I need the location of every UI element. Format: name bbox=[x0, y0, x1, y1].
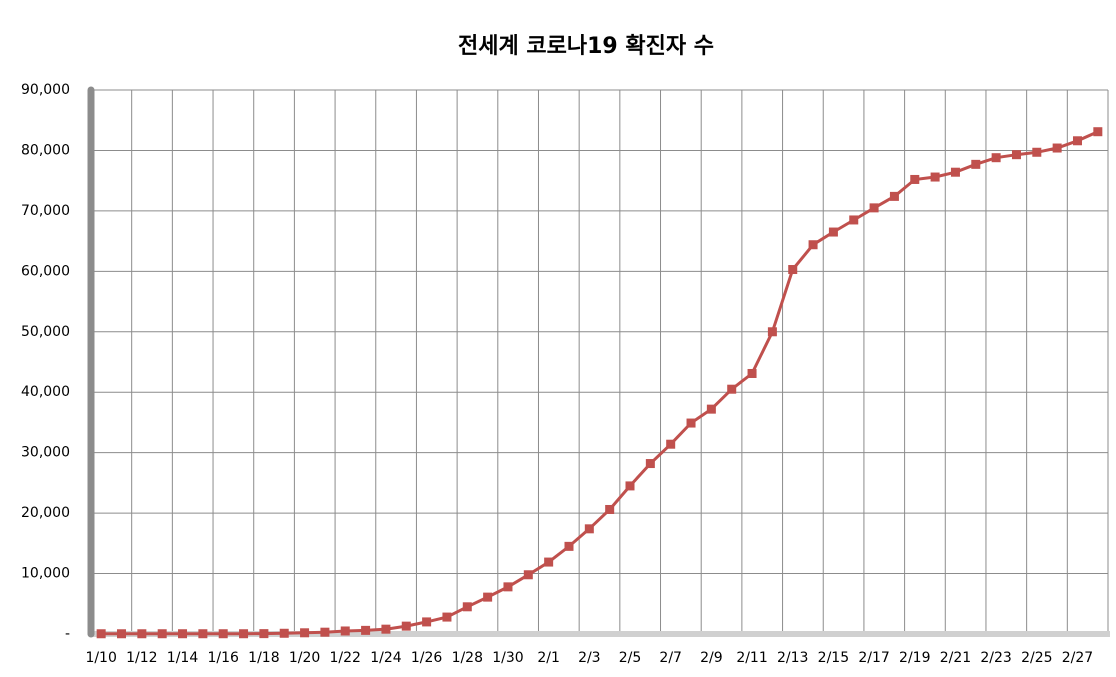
x-tick-label: 1/26 bbox=[411, 650, 443, 666]
data-point bbox=[727, 384, 737, 394]
y-tick-label: 40,000 bbox=[21, 384, 70, 400]
data-point bbox=[666, 439, 676, 449]
x-tick-label: 2/5 bbox=[619, 650, 642, 666]
x-tick-label: 1/18 bbox=[248, 650, 279, 666]
data-point bbox=[442, 612, 452, 622]
data-point bbox=[1052, 143, 1062, 153]
data-point bbox=[1072, 136, 1082, 146]
x-tick-label: 1/10 bbox=[85, 650, 116, 666]
x-tick-label: 1/22 bbox=[330, 650, 361, 666]
data-point bbox=[645, 459, 655, 469]
data-point bbox=[706, 404, 716, 414]
x-tick-label: 2/17 bbox=[858, 650, 889, 666]
data-point bbox=[218, 629, 228, 639]
y-tick-label: 90,000 bbox=[21, 82, 70, 98]
data-point bbox=[686, 418, 696, 428]
data-point bbox=[361, 625, 371, 635]
x-tick-label: 2/3 bbox=[578, 650, 601, 666]
data-point bbox=[1093, 127, 1103, 137]
data-point bbox=[239, 629, 249, 639]
x-tick-label: 2/19 bbox=[899, 650, 930, 666]
data-point bbox=[971, 159, 981, 169]
data-point bbox=[910, 174, 920, 184]
data-point bbox=[96, 629, 106, 639]
series-line bbox=[101, 130, 1099, 636]
data-point bbox=[381, 624, 391, 634]
data-point bbox=[300, 628, 310, 638]
chart-title: 전세계 코로나19 확진자 수 bbox=[458, 34, 714, 59]
data-point bbox=[137, 629, 147, 639]
data-point bbox=[889, 191, 899, 201]
data-point bbox=[503, 582, 513, 592]
y-tick-label: 30,000 bbox=[21, 445, 70, 461]
data-point bbox=[157, 629, 167, 639]
data-point bbox=[767, 327, 777, 337]
data-point bbox=[950, 167, 960, 177]
x-tick-label: 1/30 bbox=[492, 650, 523, 666]
x-tick-label: 1/12 bbox=[126, 650, 157, 666]
data-point bbox=[625, 481, 635, 491]
data-point bbox=[564, 541, 574, 551]
y-tick-label: 60,000 bbox=[21, 263, 70, 279]
y-tick-label: 20,000 bbox=[21, 505, 70, 521]
data-point bbox=[747, 368, 757, 378]
y-tick-label: 50,000 bbox=[21, 324, 70, 340]
data-point bbox=[259, 629, 269, 639]
data-point bbox=[605, 504, 615, 514]
data-point bbox=[198, 629, 208, 639]
x-tick-label: 2/1 bbox=[537, 650, 560, 666]
x-tick-label: 1/14 bbox=[167, 650, 199, 666]
data-point bbox=[462, 602, 472, 612]
data-point bbox=[849, 215, 859, 225]
data-point bbox=[544, 557, 554, 567]
x-tick-label: 2/11 bbox=[736, 650, 767, 666]
data-point bbox=[930, 172, 940, 182]
data-point bbox=[320, 627, 330, 637]
x-tick-label: 2/27 bbox=[1062, 650, 1093, 666]
data-point bbox=[1011, 150, 1021, 160]
data-point bbox=[991, 153, 1001, 163]
y-tick-label: 10,000 bbox=[21, 566, 70, 582]
x-tick-label: 1/16 bbox=[207, 650, 239, 666]
data-point bbox=[828, 227, 838, 237]
y-tick-label: 80,000 bbox=[21, 142, 70, 158]
data-point bbox=[279, 628, 289, 638]
data-point bbox=[178, 629, 188, 639]
x-tick-label: 1/24 bbox=[370, 650, 402, 666]
x-tick-label: 2/25 bbox=[1021, 650, 1052, 666]
data-point bbox=[422, 617, 432, 627]
data-point bbox=[483, 592, 493, 602]
data-point bbox=[401, 621, 411, 631]
x-tick-label: 1/28 bbox=[452, 650, 483, 666]
y-tick-label: - bbox=[65, 626, 70, 642]
x-tick-label: 2/7 bbox=[659, 650, 682, 666]
data-point bbox=[340, 626, 350, 636]
data-point bbox=[584, 524, 594, 534]
x-tick-label: 2/13 bbox=[777, 650, 808, 666]
x-tick-label: 1/20 bbox=[289, 650, 320, 666]
data-point bbox=[808, 240, 818, 250]
x-tick-label: 2/9 bbox=[700, 650, 723, 666]
data-point bbox=[523, 570, 533, 580]
data-point bbox=[869, 203, 879, 213]
data-point bbox=[117, 629, 127, 639]
x-tick-label: 2/21 bbox=[940, 650, 971, 666]
data-point bbox=[1032, 147, 1042, 157]
x-tick-label: 2/15 bbox=[818, 650, 849, 666]
data-point bbox=[788, 265, 798, 275]
y-tick-label: 70,000 bbox=[21, 203, 70, 219]
x-tick-label: 2/23 bbox=[980, 650, 1011, 666]
